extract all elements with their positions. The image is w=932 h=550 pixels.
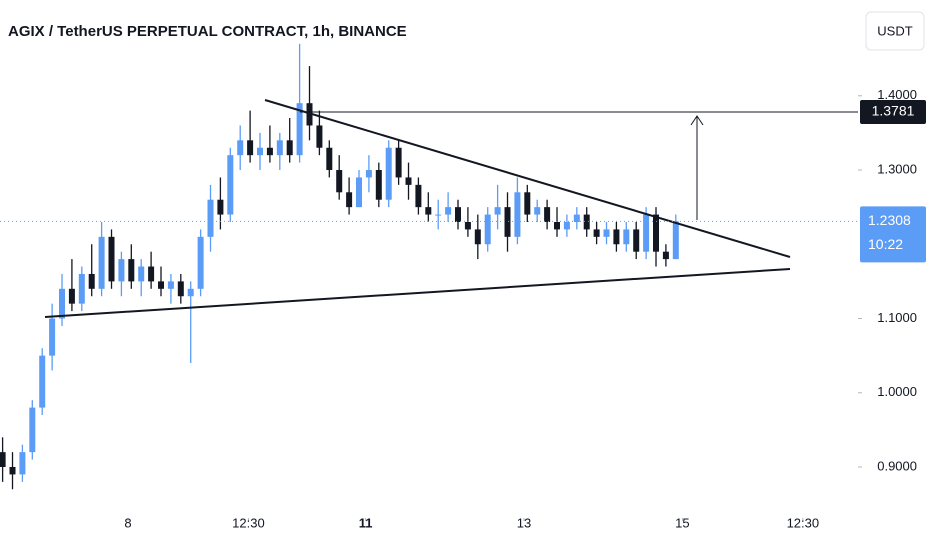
candle-body bbox=[653, 214, 660, 252]
lower-trendline bbox=[44, 268, 791, 318]
candle-body bbox=[78, 273, 85, 304]
candle-body bbox=[59, 288, 66, 319]
plot-area bbox=[0, 43, 679, 490]
candle-body bbox=[266, 147, 273, 156]
candle-body bbox=[672, 221, 679, 260]
x-tick-label: 11 bbox=[359, 515, 373, 530]
candle-body bbox=[524, 192, 531, 215]
candle-body bbox=[138, 266, 145, 282]
candle-body bbox=[247, 140, 254, 156]
candle-body bbox=[435, 214, 442, 216]
candle-body bbox=[296, 103, 303, 156]
candle-body bbox=[563, 221, 570, 230]
candle-body bbox=[227, 155, 234, 215]
y-tick-label: 1.0000 bbox=[877, 384, 917, 399]
candle-body bbox=[0, 452, 6, 467]
y-tick-label: 1.1000 bbox=[877, 310, 917, 325]
candle-body bbox=[455, 207, 462, 222]
candle-body bbox=[662, 251, 669, 260]
candle-body bbox=[148, 266, 155, 282]
candle-body bbox=[29, 407, 36, 453]
candle-body bbox=[613, 229, 620, 245]
candle-body bbox=[276, 140, 283, 156]
candle-body bbox=[534, 207, 541, 215]
candle-body bbox=[197, 236, 204, 289]
candle-body bbox=[326, 147, 333, 171]
candle-body bbox=[346, 192, 353, 208]
candle-body bbox=[286, 140, 293, 156]
candle-body bbox=[385, 147, 392, 200]
candle-body bbox=[336, 170, 343, 193]
candle-body bbox=[554, 221, 561, 230]
candle-body bbox=[573, 214, 580, 222]
candle-body bbox=[494, 207, 501, 215]
currency-label[interactable]: USDT bbox=[877, 23, 912, 38]
x-tick-label: 12:30 bbox=[232, 515, 265, 530]
candle-body bbox=[405, 177, 412, 185]
candle-body bbox=[187, 288, 194, 297]
price-level-box bbox=[860, 100, 926, 125]
candle-body bbox=[356, 177, 363, 208]
candle-body bbox=[365, 170, 372, 178]
candle-body bbox=[395, 147, 402, 178]
candle-body bbox=[118, 259, 125, 282]
candle-body bbox=[643, 214, 650, 252]
candle-body bbox=[445, 207, 452, 215]
y-tick-label: 1.3000 bbox=[877, 161, 917, 176]
candle-body bbox=[98, 236, 105, 289]
candle-body bbox=[514, 192, 521, 237]
candle-body bbox=[88, 273, 95, 289]
candle-body bbox=[207, 199, 214, 237]
candle-body bbox=[39, 355, 46, 408]
upper-trendline bbox=[264, 99, 791, 258]
y-tick-label: 0.9000 bbox=[877, 458, 917, 473]
price-level-label: 1.3781 bbox=[872, 103, 915, 119]
candle-body bbox=[257, 147, 264, 156]
candle-body bbox=[583, 214, 590, 230]
x-tick-label: 8 bbox=[124, 515, 131, 530]
y-tick-label: 1.4000 bbox=[877, 87, 917, 102]
candle-body bbox=[425, 207, 432, 215]
candle-body bbox=[316, 125, 323, 148]
x-tick-label: 15 bbox=[675, 515, 689, 530]
last-price-box bbox=[860, 206, 926, 263]
candle-body bbox=[177, 281, 184, 297]
candle-body bbox=[504, 207, 511, 237]
candle-body bbox=[603, 229, 610, 237]
candle-body bbox=[128, 259, 135, 282]
candle-body bbox=[375, 170, 382, 200]
countdown-label: 10:22 bbox=[868, 236, 903, 252]
candle-body bbox=[474, 229, 481, 245]
candle-body bbox=[464, 221, 471, 230]
candle-body bbox=[544, 207, 551, 222]
candle-body bbox=[237, 140, 244, 156]
candle-body bbox=[484, 214, 491, 245]
candle-body bbox=[167, 281, 174, 289]
currency-button[interactable] bbox=[865, 11, 925, 51]
arrow-head bbox=[690, 115, 704, 126]
candle-body bbox=[68, 288, 75, 304]
x-tick-label: 13 bbox=[517, 515, 531, 530]
candle-body bbox=[19, 452, 26, 475]
candle-body bbox=[623, 229, 630, 245]
candle-body bbox=[633, 229, 640, 252]
candle-body bbox=[593, 229, 600, 237]
candle-body bbox=[217, 199, 224, 215]
x-tick-label: 12:30 bbox=[787, 515, 820, 530]
candle-body bbox=[108, 236, 115, 282]
candle-body bbox=[9, 466, 16, 475]
last-price-label: 1.2308 bbox=[868, 212, 911, 228]
candle-body bbox=[158, 281, 165, 289]
chart-title: AGIX / TetherUS PERPETUAL CONTRACT, 1h, … bbox=[8, 23, 407, 40]
candle-body bbox=[415, 184, 422, 208]
candle-body bbox=[49, 318, 56, 356]
